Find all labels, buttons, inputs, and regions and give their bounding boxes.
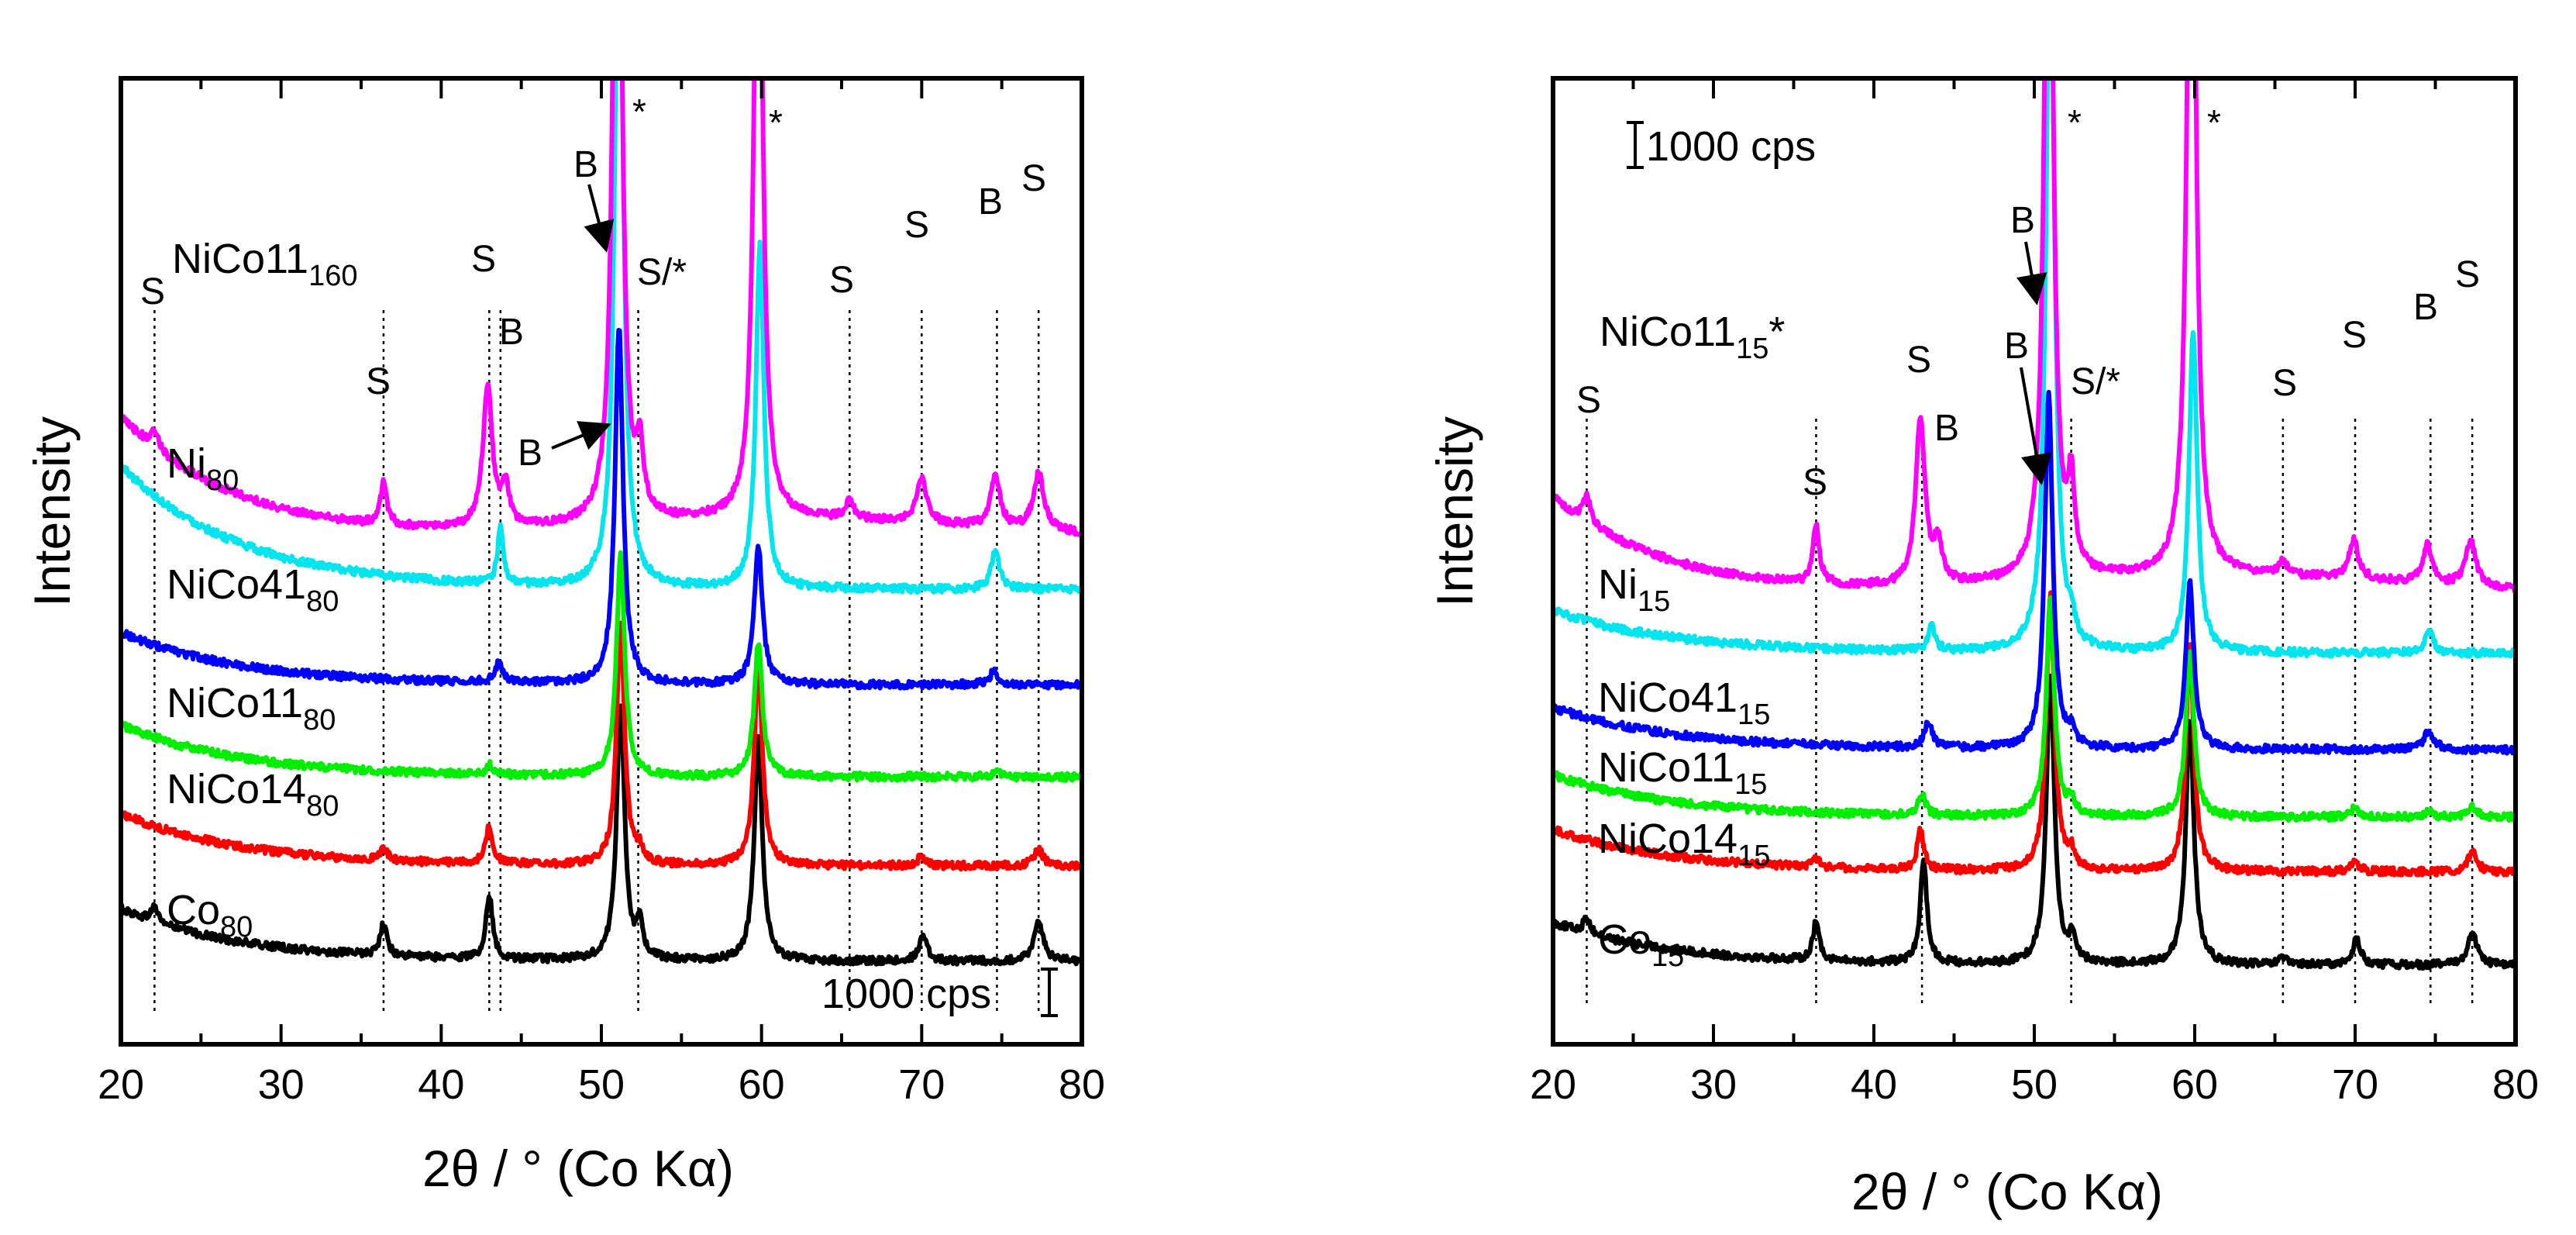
series-line-ni-15 bbox=[1553, 78, 2516, 659]
curves bbox=[1553, 78, 2516, 971]
curves bbox=[121, 78, 1082, 967]
arrow-b bbox=[2020, 367, 2052, 485]
x-tick-label: 60 bbox=[739, 1061, 785, 1108]
peak-label-s: S bbox=[1576, 380, 1601, 421]
arrow-b bbox=[584, 184, 615, 253]
series-line-co-80 bbox=[121, 703, 1082, 967]
x-axis-title: 2θ / ° (Co Kα) bbox=[1851, 1163, 2163, 1220]
y-axis-title: Intensity bbox=[1426, 416, 1483, 607]
y-axis-title: Intensity bbox=[23, 416, 81, 607]
peak-label-b: B bbox=[573, 144, 598, 185]
x-tick-label: 80 bbox=[2492, 1061, 2539, 1108]
peak-label-s-star: S/* bbox=[637, 252, 687, 293]
star-label: * bbox=[769, 102, 783, 143]
series-line-nico11-160 bbox=[121, 78, 1082, 537]
series-label: Co15 bbox=[1598, 916, 1684, 973]
peak-label-s: S bbox=[366, 361, 391, 402]
x-axis-title: 2θ / ° (Co Kα) bbox=[422, 1140, 734, 1197]
scale-bar bbox=[1627, 121, 1644, 169]
series-line-nico11-15 bbox=[1553, 78, 2516, 594]
scale-bar-label: 1000 cps bbox=[821, 971, 991, 1017]
x-ticks: 20 30 40 50 60 70 80 bbox=[1530, 78, 2539, 1108]
peak-label-b: B bbox=[2004, 326, 2029, 367]
peak-label-s: S bbox=[140, 271, 165, 312]
series-line-ni-80 bbox=[121, 78, 1082, 595]
peak-label-b: B bbox=[978, 181, 1003, 223]
peak-label-s: S bbox=[829, 260, 854, 301]
x-tick-label: 80 bbox=[1059, 1061, 1105, 1108]
series-label: NiCo1180 bbox=[167, 680, 336, 737]
x-tick-label: 70 bbox=[898, 1061, 945, 1108]
peak-label-b: B bbox=[1934, 408, 1959, 449]
x-tick-label: 30 bbox=[1690, 1061, 1737, 1108]
series-label: NiCo1115* bbox=[1600, 309, 1785, 365]
peak-label-s: S bbox=[1021, 158, 1046, 199]
x-tick-label: 60 bbox=[2171, 1061, 2218, 1108]
left-panel: 20 30 40 50 60 70 80 Intensity 2θ / ° (Co Kα) … bbox=[23, 76, 1105, 1197]
series-line-nico41-80 bbox=[121, 327, 1082, 691]
scale-bar-label: 1000 cps bbox=[1646, 123, 1816, 170]
peak-label-s: S bbox=[1803, 462, 1827, 503]
x-tick-label: 20 bbox=[98, 1061, 144, 1108]
series-label: NiCo11160 bbox=[172, 236, 358, 292]
peak-label-b: B bbox=[518, 433, 542, 474]
series-line-co-15 bbox=[1553, 673, 2516, 971]
x-tick-label: 40 bbox=[1851, 1061, 1897, 1108]
series-label: Co80 bbox=[167, 887, 253, 943]
series-label: Ni80 bbox=[167, 440, 239, 497]
arrow-b bbox=[2016, 241, 2047, 305]
series-label: NiCo1415 bbox=[1598, 816, 1770, 872]
scale-bar bbox=[1041, 968, 1058, 1017]
star-label: * bbox=[2068, 102, 2082, 143]
x-ticks: 20 30 40 50 60 70 80 bbox=[98, 78, 1105, 1108]
series-line-nico41-15 bbox=[1553, 389, 2516, 756]
x-tick-label: 20 bbox=[1530, 1061, 1576, 1108]
series-label: Ni15 bbox=[1598, 561, 1670, 618]
peak-label-b: B bbox=[499, 312, 524, 353]
peak-label-s: S bbox=[2455, 254, 2480, 295]
series-line-nico11-15 bbox=[1553, 595, 2516, 823]
x-tick-label: 30 bbox=[258, 1061, 305, 1108]
peak-label-s: S bbox=[1906, 340, 1931, 381]
series-label: NiCo4180 bbox=[167, 561, 339, 618]
series-line-nico14-80 bbox=[121, 620, 1082, 872]
series-label: NiCo1480 bbox=[167, 766, 339, 823]
series-line-nico11-80 bbox=[121, 550, 1082, 783]
x-tick-label: 70 bbox=[2332, 1061, 2378, 1108]
peak-label-b: B bbox=[2413, 287, 2438, 328]
x-tick-label: 40 bbox=[418, 1061, 464, 1108]
peak-label-b: B bbox=[2010, 200, 2035, 241]
star-label: * bbox=[2207, 102, 2221, 143]
right-panel: 20 30 40 50 60 70 80 Intensity 2θ / ° (Co Kα) … bbox=[1426, 76, 2539, 1220]
peak-label-s-star: S/* bbox=[2071, 361, 2120, 402]
x-tick-label: 50 bbox=[578, 1061, 625, 1108]
arrow-b bbox=[551, 421, 611, 450]
reference-lines bbox=[153, 310, 1040, 1016]
peak-label-s: S bbox=[2272, 363, 2297, 404]
series-label: NiCo1115 bbox=[1598, 744, 1767, 801]
peak-label-s: S bbox=[2342, 315, 2367, 356]
peak-label-s: S bbox=[904, 205, 929, 246]
x-tick-label: 50 bbox=[2011, 1061, 2058, 1108]
reference-lines bbox=[1586, 419, 2474, 1008]
series-line-nico14-15 bbox=[1553, 590, 2516, 878]
star-label: * bbox=[632, 91, 646, 132]
series-label: NiCo4115 bbox=[1598, 674, 1770, 731]
peak-label-s: S bbox=[471, 239, 496, 280]
